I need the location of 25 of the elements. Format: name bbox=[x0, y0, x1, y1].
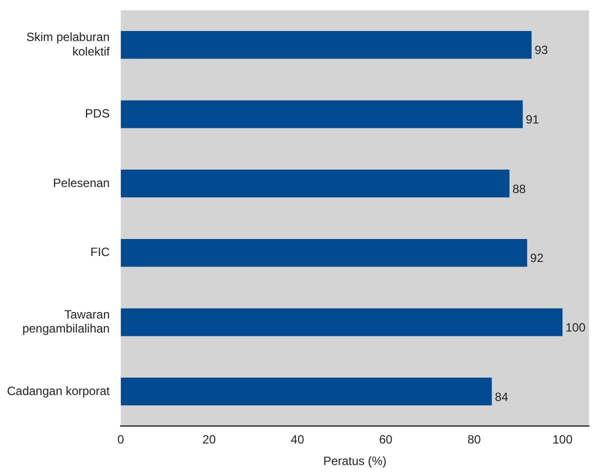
bar bbox=[120, 378, 492, 406]
y-tick-label: FIC bbox=[90, 245, 110, 260]
x-tick-label: 40 bbox=[290, 432, 304, 447]
data-label: 84 bbox=[494, 390, 508, 404]
y-tick-label: Cadangan korporat bbox=[6, 384, 110, 398]
data-label: 92 bbox=[530, 251, 544, 266]
x-tick-label: 20 bbox=[202, 432, 216, 447]
x-tick-label: 80 bbox=[467, 432, 482, 447]
y-tick-label: Tawaran pengambilalihan bbox=[22, 307, 110, 336]
data-label: 93 bbox=[534, 43, 548, 58]
y-tick-label: Pelesenan bbox=[53, 176, 110, 190]
y-tick-label: PDS bbox=[85, 106, 110, 121]
x-tick-label: 100 bbox=[552, 432, 573, 447]
x-axis-title: Peratus (%) bbox=[323, 454, 387, 468]
bar bbox=[120, 31, 532, 59]
data-label: 88 bbox=[512, 182, 526, 196]
bar bbox=[120, 308, 562, 336]
y-tick-label: Skim pelaburan kolektif bbox=[26, 30, 110, 58]
x-tick-label: 0 bbox=[117, 432, 124, 447]
x-tick-label: 60 bbox=[379, 432, 393, 447]
bar bbox=[120, 100, 523, 128]
bar bbox=[120, 170, 510, 198]
data-label: 100 bbox=[565, 320, 586, 335]
data-label: 91 bbox=[526, 112, 540, 127]
bar bbox=[120, 239, 528, 267]
